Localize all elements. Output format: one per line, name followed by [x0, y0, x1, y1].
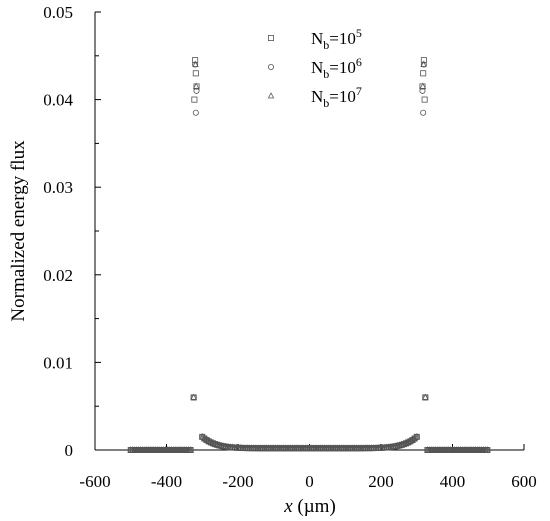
x-axis-title: x (µm) [283, 496, 336, 517]
data-point [398, 440, 405, 448]
legend-marker [267, 35, 274, 42]
data-point [396, 441, 403, 448]
legend-label: Nb=107 [311, 84, 362, 110]
y-ticks: 0 0.01 0.02 0.03 0.04 0.05 [43, 3, 101, 460]
y-axis: 0 0.01 0.02 0.03 0.04 0.05 [43, 3, 101, 460]
series-square [127, 57, 491, 453]
peak-point [421, 96, 428, 103]
y-tick-label: 0.05 [43, 3, 73, 22]
y-tick-label: 0.02 [43, 266, 73, 285]
data-point [404, 438, 412, 445]
y-tick-label: 0.01 [43, 353, 73, 372]
x-tick-label: 400 [440, 472, 466, 491]
x-tick-label: -400 [151, 472, 182, 491]
x-tick-label: -600 [79, 472, 110, 491]
peak-point [192, 109, 199, 116]
peak-point [422, 393, 429, 400]
legend: Nb=105 Nb=106 Nb=107 [267, 26, 362, 110]
data-point [187, 446, 194, 453]
legend-item: Nb=106 [267, 55, 362, 81]
peak-point [192, 82, 200, 89]
data-point [394, 442, 401, 449]
data-point [400, 440, 408, 447]
legend-marker [267, 92, 275, 99]
legend-item: Nb=105 [267, 26, 362, 52]
data-point [413, 432, 421, 440]
peak-point [420, 60, 427, 67]
legend-item: Nb=107 [267, 84, 362, 110]
y-tick-label: 0.04 [43, 91, 73, 110]
data-point [402, 439, 410, 446]
x-tick-label: 600 [511, 472, 537, 491]
data-point [411, 434, 418, 441]
data-point [484, 446, 491, 453]
legend-label: Nb=105 [311, 26, 362, 52]
peak-point [191, 96, 198, 103]
x-tick-label: -200 [222, 472, 253, 491]
y-tick-label: 0.03 [43, 178, 73, 197]
peak-point [420, 70, 427, 77]
x-axis-title-unit: (µm) [293, 496, 336, 517]
x-tick-label: 0 [305, 472, 314, 491]
data-point [409, 436, 416, 443]
legend-marker [267, 64, 274, 71]
data-marks [127, 57, 491, 453]
series-circle [127, 61, 491, 453]
y-axis-title: Normalized energy flux [8, 140, 29, 322]
series-triangle [127, 60, 491, 453]
data-point [392, 442, 399, 449]
peak-point [190, 393, 197, 400]
peak-point [420, 109, 427, 116]
legend-label: Nb=106 [311, 55, 362, 81]
x-tick-label: 200 [368, 472, 394, 491]
y-tick-label: 0 [65, 441, 74, 460]
peak-point [419, 82, 427, 89]
peak-point [192, 70, 199, 77]
peak-point [192, 60, 199, 67]
x-axis-title-var: x [283, 496, 293, 517]
